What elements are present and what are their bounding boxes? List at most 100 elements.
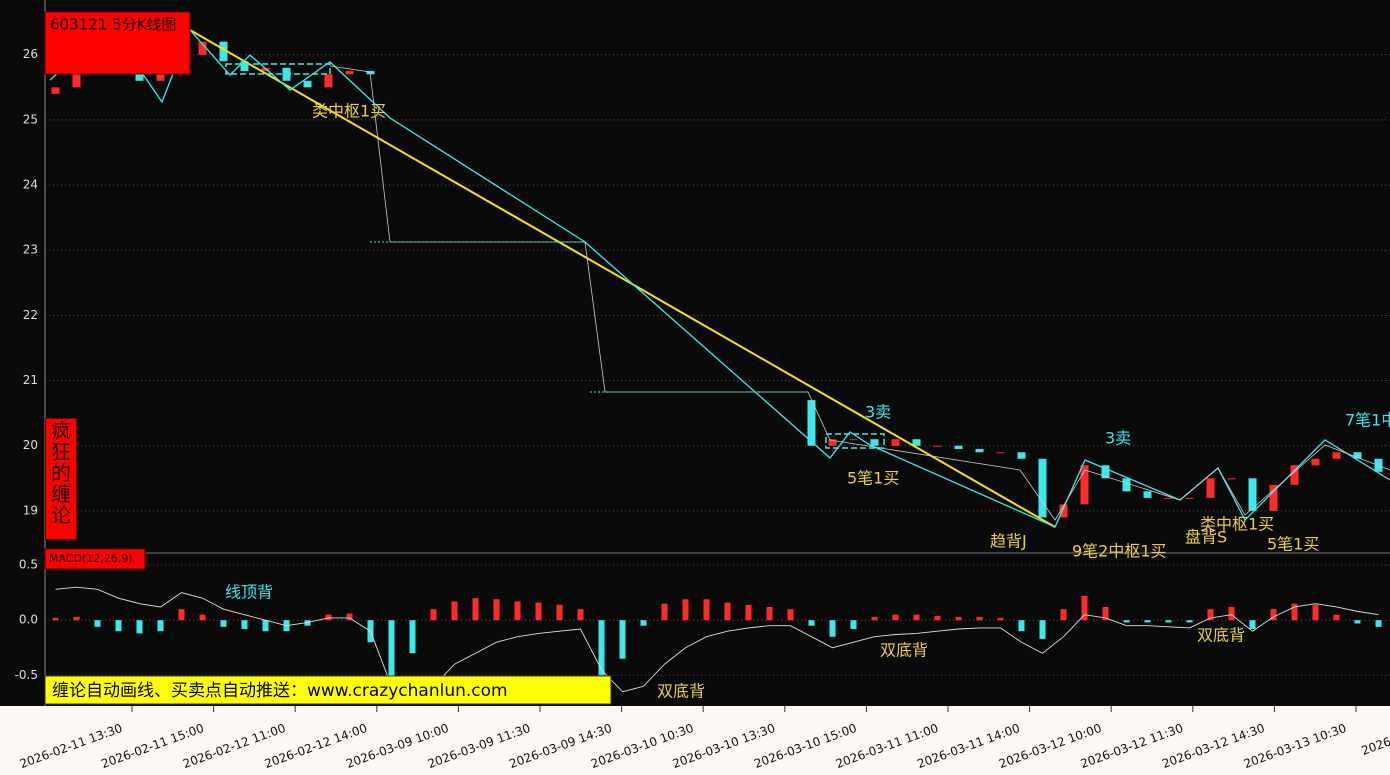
x-tick-label: 2026-03-13 [1359, 721, 1390, 758]
candle [1059, 504, 1068, 518]
macd-bar [1018, 620, 1025, 632]
macd-tick-label: 0.0 [19, 613, 38, 627]
candle [996, 452, 1005, 454]
candle [828, 439, 837, 446]
footer-text: 缠论自动画线、买卖点自动推送：www.crazychanlun.com [52, 681, 508, 701]
y-tick-label: 20 [23, 438, 38, 452]
macd-bar [535, 602, 542, 621]
macd-bar [493, 599, 500, 621]
candle [366, 71, 375, 75]
candle [72, 74, 81, 88]
macd-bar [472, 598, 479, 621]
macd-bar [640, 620, 647, 626]
macd-bar [976, 616, 983, 621]
macd-bar [1165, 620, 1172, 623]
annotation: 双底背 [657, 682, 705, 701]
macd-bar [850, 620, 857, 629]
candle [849, 439, 858, 441]
annotation: 5笔1买 [1267, 535, 1319, 554]
candle [870, 439, 879, 446]
candle [1101, 465, 1110, 479]
candle [1332, 452, 1341, 459]
y-tick-label: 22 [23, 308, 38, 322]
candle [954, 445, 963, 449]
macd-bar [787, 609, 794, 621]
candle [891, 439, 900, 446]
macd-bar [829, 620, 836, 637]
macd-title: MACD(12,26,9) [49, 552, 133, 565]
badge: 疯狂的缠论 [45, 418, 77, 540]
macd-bar [262, 620, 269, 632]
annotation: 9笔2中枢1买 [1072, 542, 1167, 561]
macd-bar [682, 599, 689, 621]
candle [1353, 452, 1362, 459]
macd-bar [346, 613, 353, 621]
annotation: 类中枢1买 [1200, 515, 1274, 534]
candle [1080, 465, 1089, 505]
candle [912, 439, 921, 446]
macd-bar [892, 614, 899, 621]
macd-bar [220, 620, 227, 627]
macd-bar [1270, 609, 1277, 621]
macd-bar [913, 614, 920, 621]
candle [1248, 478, 1257, 511]
dif-line [55, 586, 1379, 704]
candle [51, 87, 60, 94]
y-tick-label: 25 [23, 112, 38, 126]
macd-bar [1354, 620, 1361, 624]
chart-title: 603121 5分K线图 [50, 16, 176, 34]
macd-bar [199, 614, 206, 621]
macd-bar [598, 620, 605, 676]
macd-bar [997, 617, 1004, 621]
macd-bar [955, 616, 962, 621]
macd-bar [745, 604, 752, 621]
macd-bar [157, 620, 164, 632]
candle [303, 80, 312, 88]
trend-line [189, 29, 1056, 528]
candle [219, 41, 228, 62]
macd-bar [1039, 620, 1046, 639]
macd-bar [1312, 604, 1319, 621]
macd-bar [703, 599, 710, 621]
macd-bar [1375, 620, 1382, 627]
macd-bar [1123, 620, 1130, 623]
macd-bar [451, 601, 458, 621]
macd-bar [178, 609, 185, 621]
macd-bar [1102, 606, 1109, 621]
candle [198, 41, 207, 55]
candle [975, 448, 984, 453]
macd-bar [409, 620, 416, 654]
macd-bar [115, 620, 122, 632]
title-box [44, 11, 191, 75]
candle [345, 71, 354, 75]
macd-tick-label: 0.5 [19, 558, 38, 572]
annotation: 双底背 [880, 641, 928, 660]
macd-bar [661, 603, 668, 621]
candle [1269, 484, 1278, 511]
annotation: 趋背J [990, 532, 1027, 551]
chanlun-drawings [49, 28, 1390, 528]
pivot-box [225, 63, 331, 75]
annotation: 7笔1中 [1345, 411, 1390, 430]
pivot-box [825, 433, 885, 449]
annotation: 5笔1买 [847, 469, 899, 488]
macd-bar [304, 620, 311, 626]
annotation: 线顶背 [225, 583, 273, 602]
macd-bar [766, 606, 773, 621]
macd-bar [1081, 595, 1088, 621]
macd-bar [430, 609, 437, 621]
macd-bar [619, 620, 626, 659]
macd-bar [1060, 609, 1067, 621]
macd-bar [1207, 609, 1214, 621]
macd-bar [724, 602, 731, 621]
y-tick-label: 24 [23, 178, 38, 192]
candle [1227, 478, 1236, 480]
candle [1290, 465, 1299, 485]
candle [933, 445, 942, 447]
candle [1038, 458, 1047, 518]
macd-bar [52, 617, 59, 621]
footer-box [44, 675, 612, 705]
candle [1206, 478, 1215, 498]
